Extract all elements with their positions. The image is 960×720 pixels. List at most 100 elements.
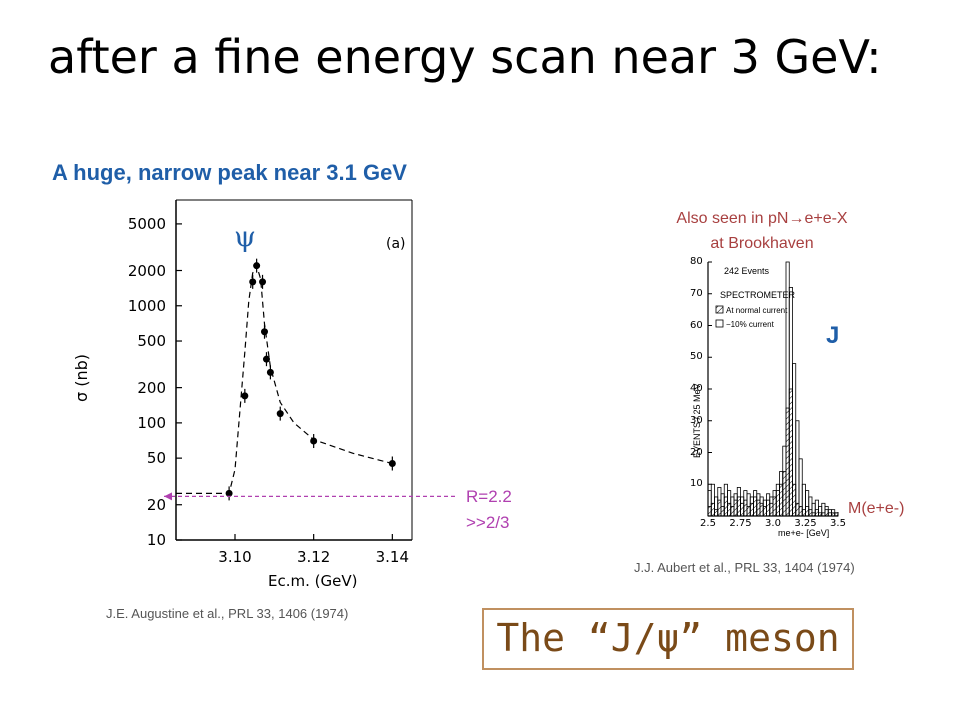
bar-normal-current: [801, 509, 806, 517]
bar-normal-current: [723, 496, 728, 517]
bar-normal-current: [769, 502, 774, 517]
left-x-axis-label: Ec.m. (GeV): [268, 572, 358, 590]
bar-normal-current: [727, 502, 732, 517]
bar-normal-current: [814, 509, 819, 517]
bar-normal-current: [805, 506, 810, 517]
left-y-tick-label: 1000: [127, 296, 166, 315]
subtitle: A huge, narrow peak near 3.1 GeV: [52, 160, 407, 185]
spectrometer-label: SPECTROMETER: [720, 290, 796, 300]
bar-normal-current: [831, 512, 836, 517]
data-point: [310, 437, 318, 445]
bar-normal-current: [710, 502, 715, 517]
bar-normal-current: [811, 512, 816, 517]
data-point: [253, 262, 261, 270]
also-seen-note: Also seen in pN→e+e-X at Brookhaven: [620, 206, 904, 256]
bar-normal-current: [717, 499, 722, 517]
bar-normal-current: [740, 502, 745, 517]
bar-reduced-current: [795, 420, 800, 517]
bar-normal-current: [746, 506, 751, 517]
bar-normal-current: [827, 512, 832, 517]
left-fit-curve: [176, 264, 393, 494]
data-point: [241, 392, 249, 400]
bar-normal-current: [736, 496, 741, 517]
left-x-tick-label: 3.12: [296, 548, 331, 566]
bar-normal-current: [788, 388, 793, 517]
bar-normal-current: [714, 509, 719, 517]
r-comparison: >>2/3: [466, 513, 510, 532]
bar-normal-current: [749, 502, 754, 517]
fit-curve: [176, 264, 393, 494]
right-y-tick-label: 30: [690, 414, 703, 426]
bar-normal-current: [743, 499, 748, 517]
bar-normal-current: [798, 506, 803, 517]
right-x-tick-label: 2.5: [700, 518, 716, 529]
left-y-tick-label: 200: [137, 378, 166, 397]
j-symbol: J: [826, 322, 840, 349]
bar-normal-current: [782, 471, 787, 517]
psi-symbol: ψ: [234, 220, 256, 253]
data-point: [276, 410, 284, 418]
data-point: [262, 355, 270, 363]
right-x-axis-label: me+e- [GeV]: [778, 528, 830, 538]
also-seen-line-1: Also seen in pN→e+e-X: [676, 210, 848, 227]
left-x-tick-label: 3.14: [375, 548, 410, 566]
r-annotation: R=2.2 >>2/3: [466, 484, 512, 536]
data-point: [266, 368, 274, 376]
right-chart-axes: [707, 261, 839, 517]
data-point: [261, 328, 268, 336]
left-y-tick-label: 2000: [127, 261, 166, 280]
bar-normal-current: [779, 483, 784, 517]
right-y-tick-label: 10: [690, 478, 703, 490]
bar-normal-current: [821, 512, 826, 517]
bar-normal-current: [818, 512, 823, 517]
bar-normal-current: [785, 407, 790, 517]
reference-left: J.E. Augustine et al., PRL 33, 1406 (197…: [106, 606, 349, 621]
left-y-tick-label: 100: [137, 413, 166, 432]
left-x-tick-label: 3.10: [218, 548, 252, 566]
right-x-tick-label: 3.5: [830, 518, 846, 529]
data-point: [388, 459, 396, 467]
right-y-tick-label: 70: [690, 287, 703, 299]
bar-normal-current: [762, 506, 767, 517]
right-y-tick-label: 80: [690, 256, 703, 267]
bar-normal-current: [766, 499, 771, 517]
left-chart-axes: [175, 199, 413, 541]
bar-normal-current: [759, 502, 764, 517]
also-seen-line-2: at Brookhaven: [710, 235, 814, 252]
right-x-tick-label: 3.0: [765, 518, 781, 529]
bar-normal-current: [707, 506, 712, 517]
data-point: [249, 278, 257, 286]
data-point: [225, 489, 233, 497]
left-data-points: [225, 258, 396, 501]
r-arrowhead: [164, 492, 172, 501]
reference-right: J.J. Aubert et al., PRL 33, 1404 (1974): [634, 560, 855, 575]
panel-tag: (a): [386, 236, 406, 252]
left-y-tick-label: 50: [146, 449, 166, 468]
right-x-tick-label: 3.25: [794, 518, 817, 529]
bar-normal-current: [795, 502, 800, 517]
right-y-tick-label: 50: [690, 351, 703, 363]
bar-normal-current: [772, 496, 777, 517]
bar-normal-current: [808, 509, 813, 517]
bar-normal-current: [720, 506, 725, 517]
bar-normal-current: [756, 499, 761, 517]
right-y-tick-label: 40: [690, 383, 703, 394]
right-y-tick-label: 60: [690, 319, 703, 331]
right-y-tick-label: 20: [690, 446, 703, 458]
right-x-tick-label: 2.75: [729, 518, 752, 529]
r-value: R=2.2: [466, 487, 512, 506]
left-y-axis-label: σ (nb): [72, 353, 91, 402]
events-count-label: 242 Events: [724, 266, 770, 276]
bar-normal-current: [775, 490, 780, 517]
left-y-tick-label: 20: [146, 495, 166, 514]
meson-name-box: The “J/ψ” meson: [482, 608, 854, 670]
right-histogram: [707, 261, 839, 517]
data-point: [259, 278, 267, 286]
bar-normal-current: [834, 512, 839, 517]
r-reference-line: [164, 492, 458, 501]
bar-normal-current: [730, 506, 735, 517]
bar-normal-current: [753, 496, 758, 517]
legend-swatch-normal: [715, 305, 724, 314]
legend-reduced-current: −10% current: [726, 320, 774, 329]
